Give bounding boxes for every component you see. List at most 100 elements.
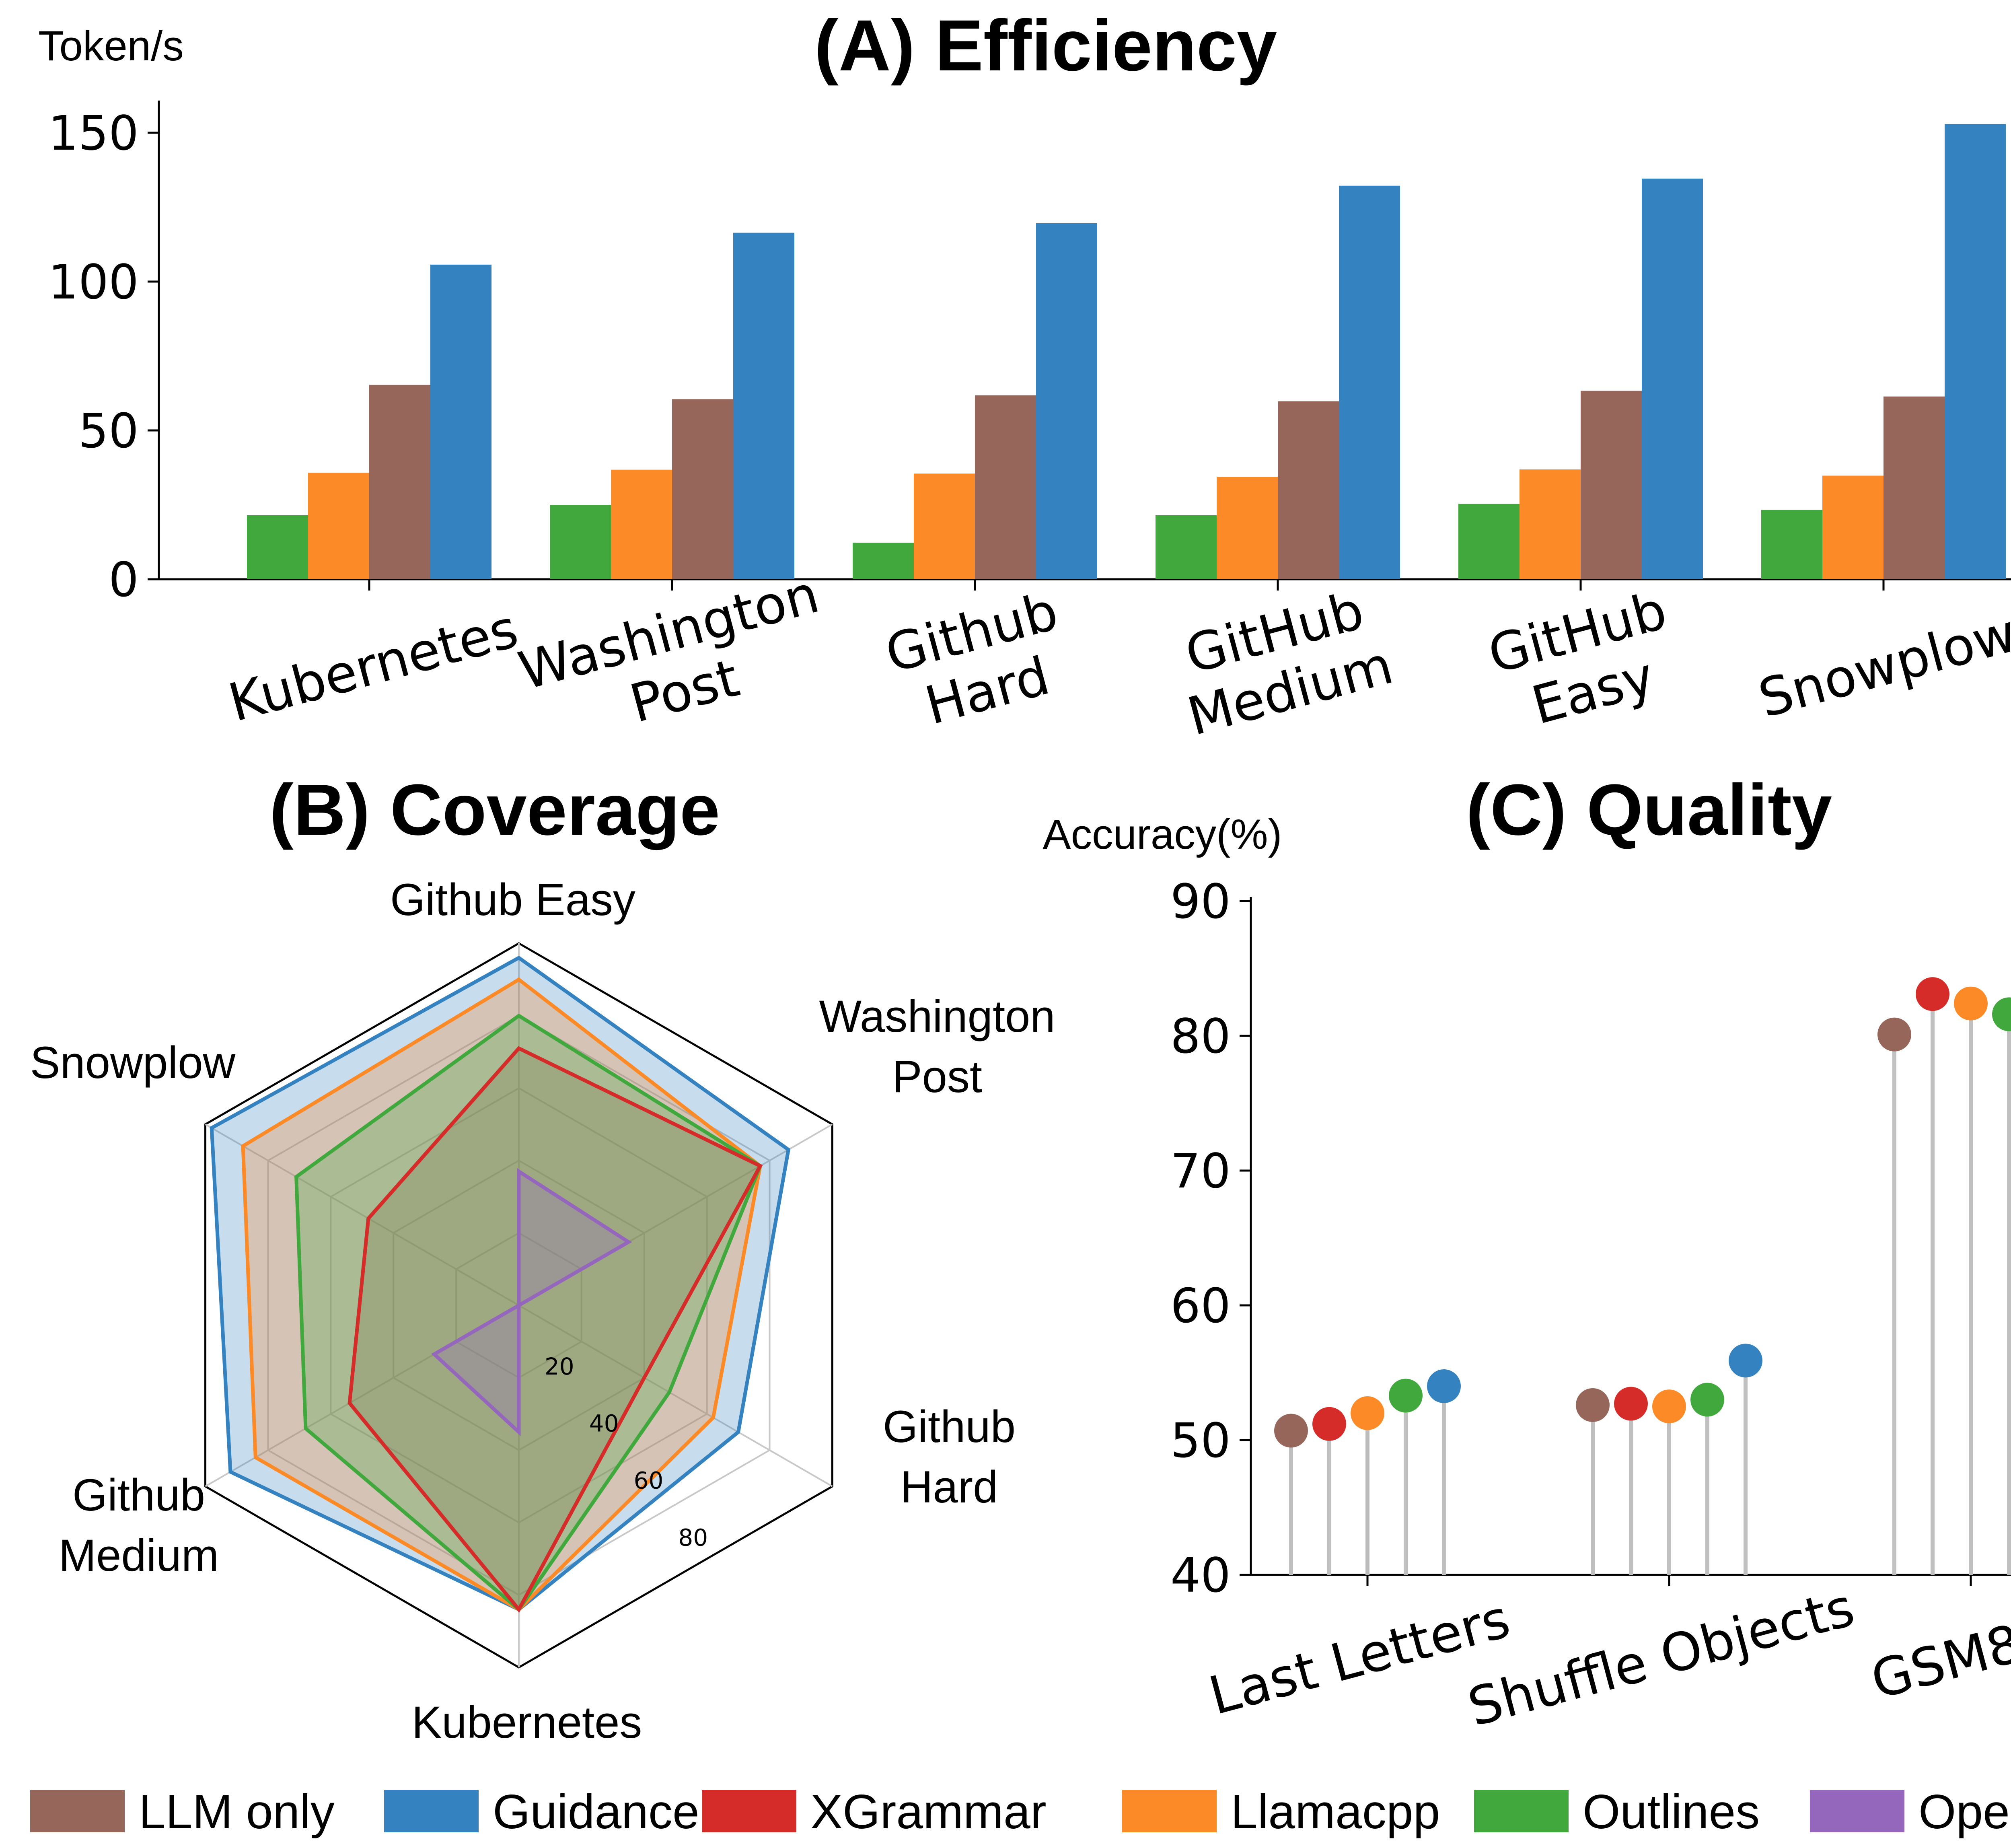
category-label: Kubernetes <box>222 598 524 733</box>
y-tick-label: 70 <box>1170 1143 1231 1199</box>
lollipop-dot-outlines <box>1690 1383 1724 1417</box>
y-tick-label: 90 <box>1170 874 1231 929</box>
lollipop-dot-guidance <box>1729 1344 1762 1378</box>
lollipop-dot-llm-only <box>1877 1017 1911 1052</box>
radar-spoke <box>205 1124 520 1306</box>
lollipop-dot-llm-only <box>1576 1388 1610 1422</box>
legend-swatch-outlines <box>1474 1790 1569 1832</box>
quality-panel: (C) Quality Accuracy(%) 40 50 60 70 80 90 Las… <box>1043 770 2011 1738</box>
bar-outlines <box>1156 515 1217 579</box>
lollipop-dot-outlines <box>1389 1379 1423 1413</box>
bar-guidance <box>1339 185 1400 580</box>
coverage-panel: (B) Coverage 20 40 60 80 Github Easy Washingt… <box>30 770 1055 1747</box>
radar-axis-label: Kubernetes <box>412 1697 642 1747</box>
coverage-series <box>210 955 791 1613</box>
lollipop-dot-outlines <box>1992 997 2011 1031</box>
lollipop-dot-llamacpp <box>1351 1396 1384 1430</box>
bar-llm-only <box>369 385 430 579</box>
bar-llamacpp <box>308 473 369 579</box>
bar-outlines <box>853 542 914 579</box>
legend-label: LLM only <box>139 1785 335 1839</box>
y-tick-label: 100 <box>48 254 139 310</box>
efficiency-axes: 0 50 100 150 <box>48 101 2011 607</box>
legend-swatch-guidance <box>384 1790 479 1832</box>
radar-series-openai <box>431 1168 632 1436</box>
y-tick-label: 150 <box>48 105 139 161</box>
efficiency-ylabel: Token/s <box>38 23 184 70</box>
legend-label: OpenAI <box>1918 1785 2011 1839</box>
quality-marks <box>1274 977 2011 1575</box>
bar-guidance <box>1036 223 1097 579</box>
bar-llamacpp <box>611 469 672 579</box>
radar-tick-label: 60 <box>634 1467 664 1494</box>
coverage-axis-labels: 20 40 60 80 Github Easy Washington Post Github H… <box>30 875 1055 1747</box>
lollipop-dot-llamacpp <box>1652 1389 1686 1424</box>
y-tick-label: 60 <box>1170 1278 1231 1334</box>
bar-guidance <box>1642 178 1703 580</box>
y-tick-label: 80 <box>1170 1008 1231 1064</box>
bar-llm-only <box>1581 391 1642 579</box>
lollipop-dot-llamacpp <box>1954 986 1988 1021</box>
category-label: Shuffle Objects <box>1462 1576 1860 1738</box>
legend-label: XGrammar <box>810 1785 1047 1839</box>
legend-label: Guidance <box>493 1785 699 1839</box>
efficiency-bars <box>247 124 2006 580</box>
radar-axis-label: Washington <box>819 991 1055 1041</box>
lollipop-dot-xgrammar <box>1614 1387 1648 1421</box>
bar-llamacpp <box>1822 475 1884 579</box>
legend-swatch-llm-only <box>30 1790 125 1832</box>
bar-outlines <box>247 515 308 579</box>
bar-outlines <box>550 505 611 579</box>
radar-axis-label: Medium <box>59 1530 219 1580</box>
bar-llm-only <box>672 399 733 579</box>
bar-llamacpp <box>914 473 975 579</box>
legend-label: Llamacpp <box>1231 1785 1440 1839</box>
bar-guidance <box>430 264 491 579</box>
y-tick-label: 40 <box>1170 1548 1231 1603</box>
bar-outlines <box>1761 510 1822 579</box>
bar-llm-only <box>1278 401 1339 579</box>
legend-label: Outlines <box>1583 1785 1760 1839</box>
bar-llm-only <box>1884 396 1945 579</box>
quality-ylabel: Accuracy(%) <box>1043 811 1282 858</box>
category-label-group: Kubernetes <box>222 598 524 733</box>
radar-tick-label: 80 <box>678 1524 708 1551</box>
efficiency-panel: (A) Efficiency Token/s 0 50 100 150 Kuberne… <box>38 5 2011 747</box>
legend-swatch-xgrammar <box>702 1790 796 1832</box>
y-tick-label: 0 <box>109 552 139 607</box>
radar-axis-label: Hard <box>901 1462 998 1512</box>
category-label: Snowplow <box>1752 602 2011 729</box>
radar-axis-label: Post <box>892 1052 982 1102</box>
lollipop-dot-guidance <box>1427 1369 1461 1403</box>
radar-tick-label: 40 <box>589 1410 619 1437</box>
radar-spoke <box>518 1305 833 1487</box>
quality-axes: 40 50 60 70 80 90 <box>1170 874 2011 1603</box>
radar-tick-label: 20 <box>545 1353 574 1380</box>
legend: LLM only Guidance XGrammar Llamacpp Outlines… <box>30 1785 2011 1839</box>
category-label: GSM8K <box>1865 1603 2011 1711</box>
coverage-title: (B) Coverage <box>269 770 720 850</box>
bar-guidance <box>1945 124 2006 579</box>
radar-series-xgrammar <box>348 1046 763 1613</box>
radar-axis-label: Github <box>72 1470 205 1520</box>
lollipop-dot-llm-only <box>1274 1414 1308 1448</box>
bar-outlines <box>1458 504 1520 579</box>
lollipop-dot-xgrammar <box>1312 1407 1346 1441</box>
quality-title: (C) Quality <box>1466 770 1832 850</box>
category-label-group: Snowplow <box>1752 602 2011 729</box>
y-tick-label: 50 <box>78 403 139 459</box>
y-tick-label: 50 <box>1170 1413 1231 1468</box>
legend-swatch-openai <box>1810 1790 1904 1832</box>
radar-axis-label: Github <box>883 1401 1016 1452</box>
bar-llamacpp <box>1217 477 1278 579</box>
radar-axis-label: Github Easy <box>390 875 635 925</box>
bar-llamacpp <box>1520 469 1581 579</box>
category-label-group: GSM8K <box>1865 1603 2011 1711</box>
